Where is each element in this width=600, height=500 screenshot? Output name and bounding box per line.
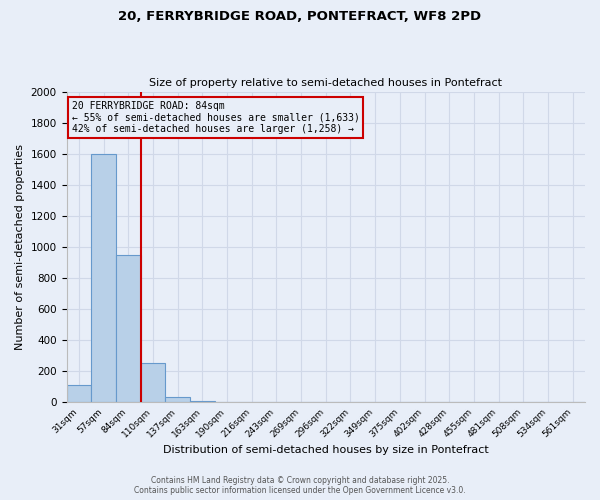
Bar bbox=[91, 154, 116, 402]
Y-axis label: Number of semi-detached properties: Number of semi-detached properties bbox=[15, 144, 25, 350]
Title: Size of property relative to semi-detached houses in Pontefract: Size of property relative to semi-detach… bbox=[149, 78, 502, 88]
X-axis label: Distribution of semi-detached houses by size in Pontefract: Distribution of semi-detached houses by … bbox=[163, 445, 488, 455]
Text: Contains HM Land Registry data © Crown copyright and database right 2025.
Contai: Contains HM Land Registry data © Crown c… bbox=[134, 476, 466, 495]
Text: 20 FERRYBRIDGE ROAD: 84sqm
← 55% of semi-detached houses are smaller (1,633)
42%: 20 FERRYBRIDGE ROAD: 84sqm ← 55% of semi… bbox=[72, 101, 359, 134]
Text: 20, FERRYBRIDGE ROAD, PONTEFRACT, WF8 2PD: 20, FERRYBRIDGE ROAD, PONTEFRACT, WF8 2P… bbox=[118, 10, 482, 23]
Bar bbox=[67, 386, 91, 402]
Bar bbox=[165, 396, 190, 402]
Bar bbox=[116, 255, 140, 402]
Bar bbox=[140, 363, 165, 403]
Bar bbox=[190, 400, 215, 402]
